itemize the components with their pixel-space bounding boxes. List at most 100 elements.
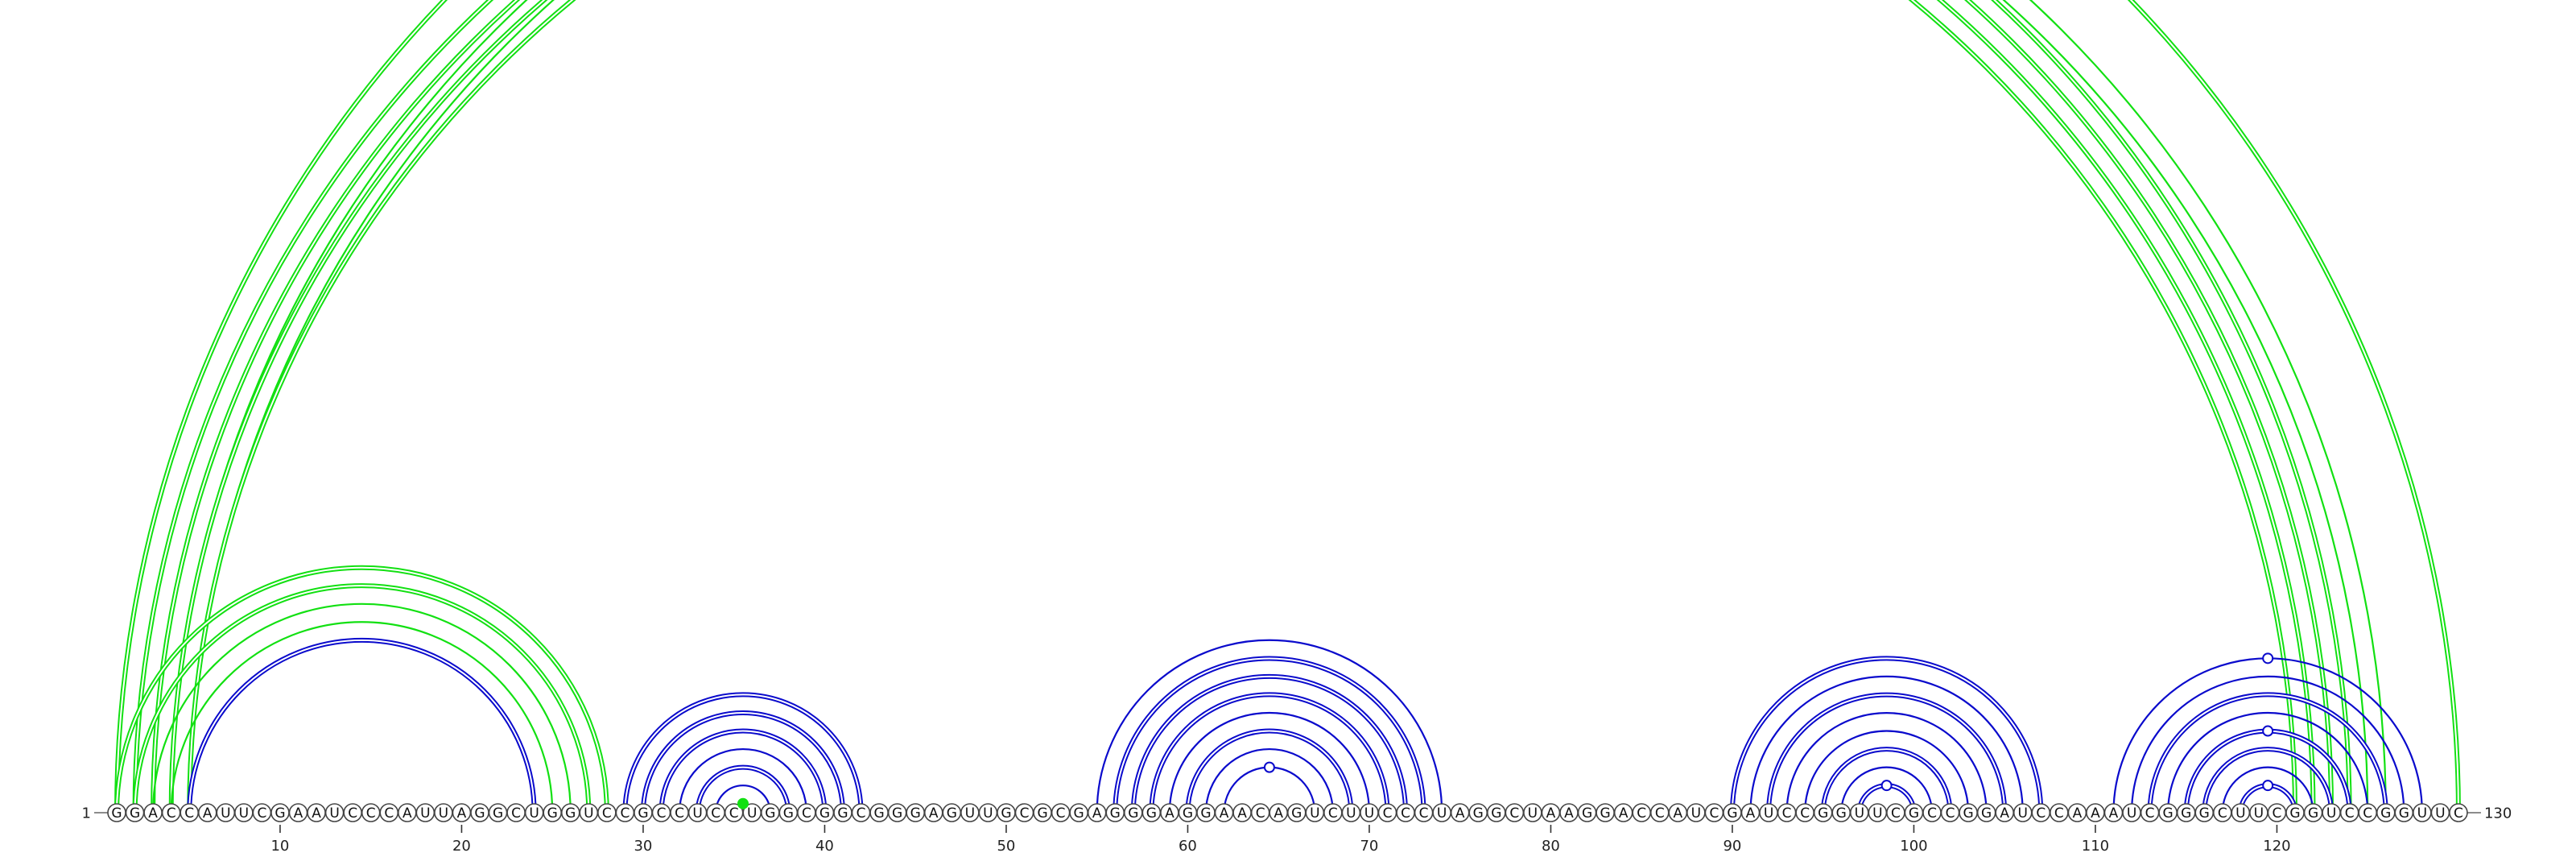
nucleotide-118: U [2231, 803, 2251, 822]
nucleotide-letter: U [747, 805, 757, 822]
nucleotide-30: G [634, 803, 653, 822]
nucleotide-3: A [143, 803, 163, 822]
nucleotide-74: U [1432, 803, 1451, 822]
nucleotide-letter: G [493, 805, 503, 822]
nucleotide-letter: U [1310, 805, 1319, 822]
nucleotide-71: C [1377, 803, 1397, 822]
nucleotide-letter: C [1256, 805, 1265, 822]
nucleotide-24: U [524, 803, 544, 822]
arcs-layer [114, 0, 2461, 814]
arc-116-123-gap [2203, 748, 2333, 814]
arc-61-68 [1204, 747, 1334, 814]
nucleotide-letter: C [384, 805, 394, 822]
nucleotide-75: A [1450, 803, 1470, 822]
nucleotide-letter: G [565, 805, 576, 822]
nucleotide-letter: A [1092, 805, 1102, 822]
nucleotide-105: A [1995, 803, 2014, 822]
tick-label-20: 20 [452, 838, 471, 855]
nucleotide-26: G [560, 803, 580, 822]
nucleotide-letter: G [947, 805, 957, 822]
nucleotide-circle [2449, 803, 2468, 822]
tick-label-70: 70 [1360, 838, 1378, 855]
nucleotide-letter: U [2435, 805, 2445, 822]
nucleotide-letter: G [1183, 805, 1193, 822]
nucleotide-letter: G [1473, 805, 1484, 822]
nucleotide-letter: G [765, 805, 775, 822]
nucleotide-130: C [2449, 803, 2468, 822]
arc-94-103 [1804, 730, 1970, 814]
nucleotide-letter: G [1818, 805, 1828, 822]
nucleotide-23: C [506, 803, 526, 822]
nucleotide-10: G [270, 803, 290, 822]
tick-label-60: 60 [1179, 838, 1197, 855]
nucleotide-letter: C [257, 805, 266, 822]
nucleotide-letter: C [857, 805, 866, 822]
nucleotide-letter: U [1855, 805, 1864, 822]
nucleotide-letter: G [2399, 805, 2409, 822]
arc-30-41 [640, 710, 845, 814]
nucleotide-letter: G [2163, 805, 2174, 822]
nucleotide-letter: A [1673, 805, 1682, 822]
nucleotide-letter: A [1165, 805, 1174, 822]
nucleotide-79: U [1523, 803, 1542, 822]
end-label: 130 [2484, 805, 2512, 822]
nucleotide-letter: G [547, 805, 558, 822]
nucleotide-letter: C [1056, 805, 1066, 822]
nucleotide-letter: C [1800, 805, 1810, 822]
nucleotide-letter: G [1909, 805, 1919, 822]
arc-31-40-gap [660, 730, 826, 814]
nucleotide-40: G [815, 803, 835, 822]
nucleotide-95: G [1813, 803, 1833, 822]
arc-95-102-gap [1822, 748, 1951, 814]
nucleotide-96: G [1831, 803, 1852, 822]
nucleotide-letter: A [1746, 805, 1756, 822]
nucleotide-letter: A [457, 805, 467, 822]
nucleotide-111: A [2103, 803, 2124, 822]
nucleotide-50: G [997, 803, 1016, 822]
nucleotide-32: C [670, 803, 689, 822]
nucleotide-letter: U [239, 805, 249, 822]
arc-33-38-gap [696, 766, 790, 814]
nucleotide-63: A [1232, 803, 1252, 822]
arc-2-124 [132, 0, 2352, 814]
nucleotide-letter: C [2054, 805, 2064, 822]
nucleotide-93: C [1777, 803, 1797, 822]
nucleotide-letter: C [1709, 805, 1719, 822]
nucleotide-47: G [942, 803, 962, 822]
nucleotide-letter: C [2218, 805, 2227, 822]
arc-60-69-gap [1187, 730, 1352, 814]
nucleotide-80: A [1541, 803, 1561, 822]
nucleotide-letter: C [1328, 805, 1338, 822]
nucleotide-78: C [1505, 803, 1525, 822]
nucleotide-letter: A [1274, 805, 1283, 822]
nucleotide-letter: C [2036, 805, 2046, 822]
arc-29-42-gap [624, 693, 862, 814]
arc-59-70 [1168, 711, 1371, 814]
nucleotide-6: A [197, 803, 217, 822]
nucleotide-letter: G [1200, 805, 1211, 822]
nucleotide-76: G [1468, 803, 1488, 822]
nucleotide-51: C [1014, 803, 1034, 822]
arc-2-124-gap [134, 0, 2351, 814]
nucleotide-39: C [797, 803, 816, 822]
nucleotide-letter: G [1727, 805, 1737, 822]
nucleotide-letter: U [2254, 805, 2264, 822]
nucleotide-48: U [960, 803, 980, 822]
nucleotide-letter: A [1619, 805, 1629, 822]
nucleotide-letter: C [366, 805, 376, 822]
nucleotide-letter: C [602, 805, 612, 822]
nucleotide-123: U [2322, 803, 2341, 822]
nucleotide-letter: A [294, 805, 303, 822]
nucleotide-letter: G [1291, 805, 1302, 822]
nucleotide-84: A [1613, 803, 1633, 822]
nucleotide-43: G [869, 803, 889, 822]
nucleotide-59: A [1160, 803, 1179, 822]
nucleotide-letter: C [1509, 805, 1519, 822]
nucleotide-11: A [288, 803, 308, 822]
nucleotide-55: A [1087, 803, 1107, 822]
nucleotide-37: G [760, 803, 780, 822]
arc-30-41-gap [642, 711, 844, 814]
nucleotide-4: C [161, 803, 181, 822]
nucleotide-letter: G [130, 805, 140, 822]
